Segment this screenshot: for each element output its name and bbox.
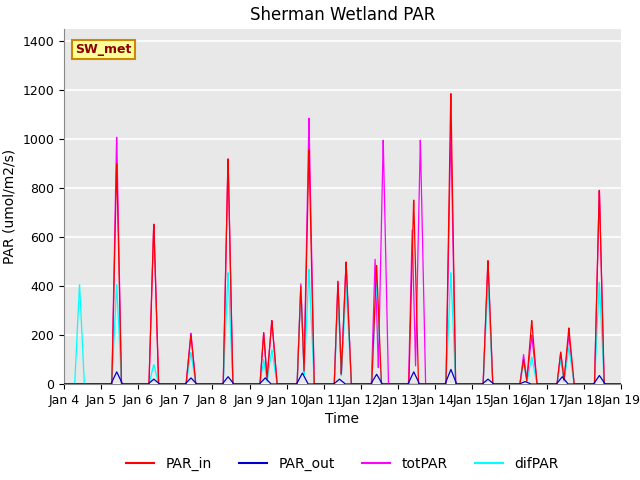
totPAR bbox=[467, 381, 475, 387]
PAR_out bbox=[322, 381, 330, 387]
PAR_out bbox=[467, 381, 475, 387]
PAR_out bbox=[616, 381, 624, 387]
totPAR bbox=[160, 381, 168, 387]
difPAR bbox=[617, 381, 625, 387]
difPAR bbox=[60, 381, 68, 387]
X-axis label: Time: Time bbox=[325, 412, 360, 426]
Line: PAR_in: PAR_in bbox=[64, 94, 621, 384]
Y-axis label: PAR (umol/m2/s): PAR (umol/m2/s) bbox=[3, 149, 17, 264]
PAR_in bbox=[617, 381, 625, 387]
difPAR bbox=[305, 266, 313, 272]
PAR_in bbox=[447, 91, 455, 96]
PAR_out bbox=[499, 381, 507, 387]
difPAR bbox=[436, 381, 444, 387]
Line: difPAR: difPAR bbox=[64, 269, 621, 384]
PAR_in bbox=[467, 381, 475, 387]
PAR_in bbox=[616, 381, 624, 387]
PAR_out bbox=[160, 381, 168, 387]
totPAR bbox=[322, 381, 330, 387]
difPAR bbox=[467, 381, 475, 387]
totPAR bbox=[499, 381, 507, 387]
PAR_out bbox=[447, 367, 455, 372]
Text: SW_met: SW_met bbox=[75, 43, 131, 56]
totPAR bbox=[60, 381, 68, 387]
Title: Sherman Wetland PAR: Sherman Wetland PAR bbox=[250, 6, 435, 24]
difPAR bbox=[160, 381, 168, 387]
PAR_out bbox=[436, 381, 444, 387]
totPAR bbox=[616, 381, 624, 387]
Line: PAR_out: PAR_out bbox=[64, 370, 621, 384]
PAR_in bbox=[160, 381, 168, 387]
totPAR bbox=[305, 115, 313, 121]
totPAR bbox=[617, 381, 625, 387]
difPAR bbox=[322, 381, 330, 387]
PAR_in bbox=[60, 381, 68, 387]
difPAR bbox=[616, 381, 624, 387]
PAR_in bbox=[436, 381, 444, 387]
totPAR bbox=[436, 381, 444, 387]
PAR_in bbox=[499, 381, 507, 387]
PAR_in bbox=[322, 381, 330, 387]
difPAR bbox=[499, 381, 507, 387]
PAR_out bbox=[617, 381, 625, 387]
PAR_out bbox=[60, 381, 68, 387]
Legend: PAR_in, PAR_out, totPAR, difPAR: PAR_in, PAR_out, totPAR, difPAR bbox=[121, 451, 564, 477]
Line: totPAR: totPAR bbox=[64, 118, 621, 384]
